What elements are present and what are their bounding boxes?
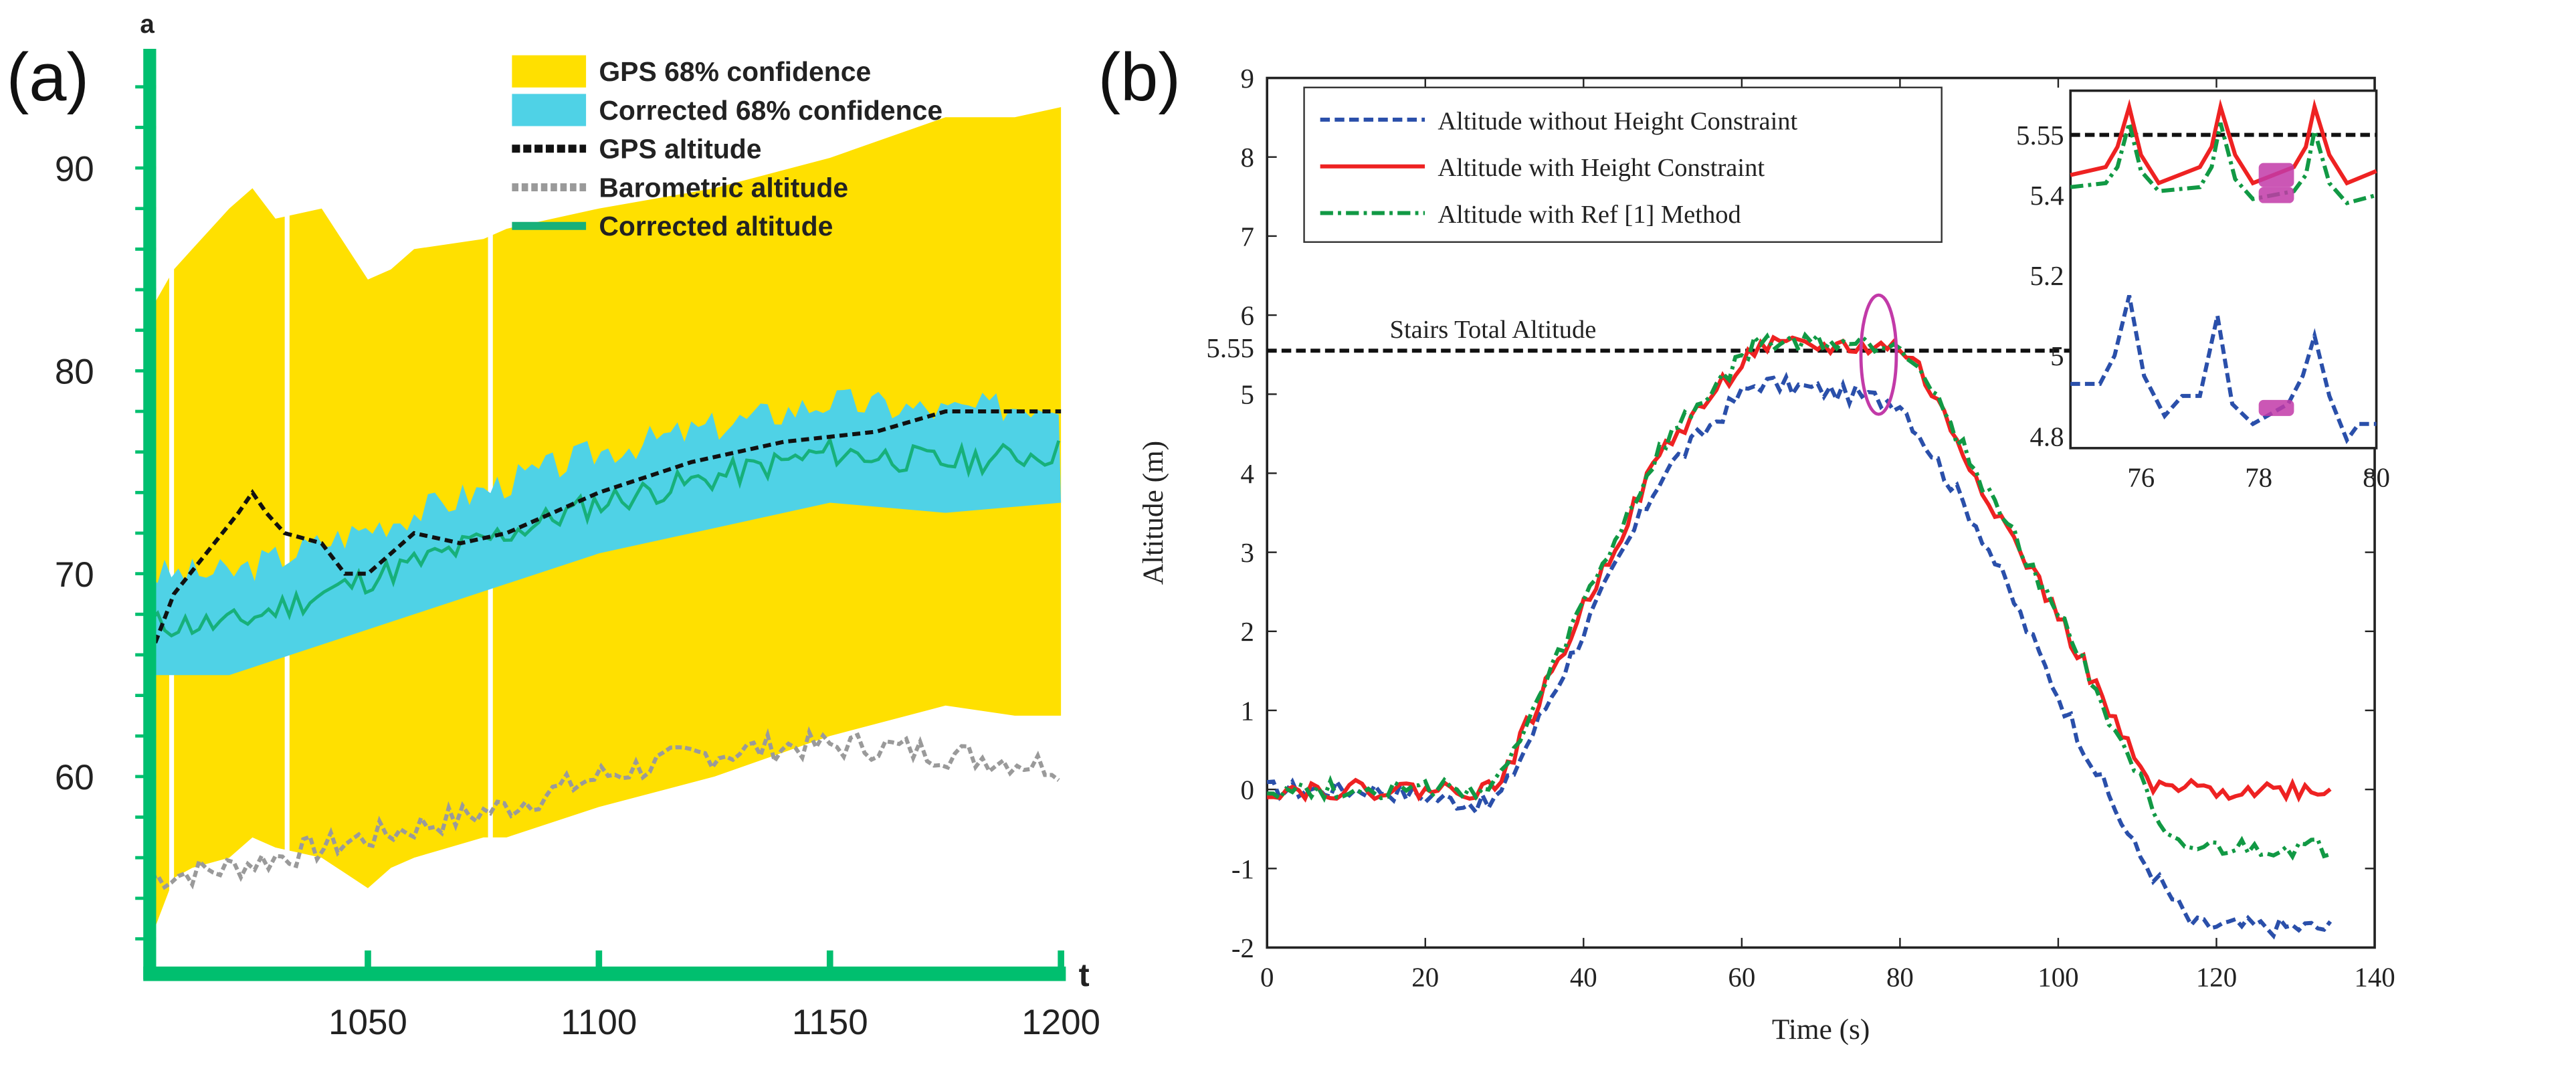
y-tick-label: -2 <box>1231 933 1254 963</box>
legend-label: GPS altitude <box>599 134 761 165</box>
inset-highlight <box>2258 163 2294 187</box>
y-tick-label: 90 <box>55 149 94 189</box>
y-tick-label: 4 <box>1241 459 1254 489</box>
data-gap <box>284 97 290 934</box>
inset-x-tick-label: 80 <box>2363 463 2390 493</box>
legend-label: Corrected 68% confidence <box>599 95 943 126</box>
inset-y-tick-label: 5.2 <box>2029 261 2064 291</box>
x-tick-label: 20 <box>1411 962 1439 992</box>
y-tick-label: 0 <box>1241 775 1254 805</box>
x-axis-label: t <box>1079 957 1090 993</box>
inset-y-tick-label: 5.4 <box>2029 181 2064 211</box>
legend: Altitude without Height Constraint Altitu… <box>1303 86 1943 243</box>
x-tick-label: 140 <box>2354 962 2395 992</box>
corrected-confidence-band <box>151 389 1062 676</box>
y-tick-label: 5 <box>1241 380 1254 410</box>
x-tick-label: 80 <box>1886 962 1914 992</box>
x-tick-label: 0 <box>1260 962 1274 992</box>
inset-y-tick-label: 4.8 <box>2029 421 2064 452</box>
panel-label: (a) <box>7 39 90 115</box>
x-tick-label: 1200 <box>1021 1003 1100 1042</box>
inset-x-tick-label: 78 <box>2245 463 2272 493</box>
x-tick <box>1058 950 1064 970</box>
x-tick-label: 100 <box>2038 962 2078 992</box>
legend-label: Altitude without Height Constraint <box>1438 107 1797 135</box>
gps-altitude-line <box>148 409 1062 656</box>
inset-series-line-1 <box>2070 122 2377 205</box>
y-axis <box>143 48 157 980</box>
y-tick-label: 80 <box>55 353 94 392</box>
y-tick-label: 3 <box>1241 538 1254 568</box>
barometric-altitude-line <box>150 726 1060 890</box>
inset-highlight <box>2258 399 2294 416</box>
inset-x-tick-label: 76 <box>2127 463 2155 493</box>
y-tick-label-reference: 5.55 <box>1206 333 1254 363</box>
y-tick-label: 8 <box>1241 142 1254 173</box>
legend-swatch <box>512 94 587 126</box>
legend-label: Corrected altitude <box>599 211 833 241</box>
corrected-altitude-line <box>149 435 1061 638</box>
x-tick-label: 120 <box>2196 962 2237 992</box>
x-tick <box>826 950 833 970</box>
x-tick <box>365 950 371 970</box>
x-axis-label: Time (s) <box>1772 1013 1870 1046</box>
panel-a: (a) a t 60 70 80 90 1050 1100 1150 1200 GPS 68% con… <box>7 10 1100 1042</box>
x-tick-label: 1150 <box>792 1003 868 1042</box>
inset-series-line-0 <box>2070 98 2377 186</box>
x-tick-label: 60 <box>1728 962 1755 992</box>
x-tick-label: 1050 <box>328 1003 407 1042</box>
legend-label: Altitude with Height Constraint <box>1438 154 1765 182</box>
y-tick-label: 6 <box>1241 301 1254 331</box>
y-tick-label: 2 <box>1241 617 1254 647</box>
legend-swatch <box>512 55 587 88</box>
data-gap <box>169 97 175 934</box>
inset-y-tick-label: 5.55 <box>2016 120 2064 151</box>
inset-series-line-2 <box>2070 295 2377 445</box>
inset-plot-area <box>2069 89 2378 450</box>
series-line-2 <box>1267 331 2331 861</box>
reference-line-label: Stairs Total Altitude <box>1390 316 1597 344</box>
y-tick-label: 60 <box>55 758 94 797</box>
y-axis-label: Altitude (m) <box>1137 441 1169 585</box>
inset-y-tick-label: 5 <box>2050 341 2064 371</box>
y-tick-label: 70 <box>55 555 94 595</box>
x-tick-label: 1100 <box>561 1003 637 1042</box>
x-tick-label: 40 <box>1570 962 1597 992</box>
legend: GPS 68% confidence Corrected 68% confiden… <box>512 55 943 241</box>
inset-highlight <box>2258 187 2294 203</box>
x-axis <box>143 966 1066 981</box>
inset-chart: 4.8 5 5.2 5.4 5.55 76 78 80 <box>2016 89 2390 493</box>
legend-label: Barometric altitude <box>599 172 848 203</box>
legend-label: Altitude with Ref [1] Method <box>1438 201 1741 229</box>
panel-label: (b) <box>1098 39 1181 115</box>
x-tick <box>595 950 603 970</box>
highlight-ellipse <box>1859 293 1898 416</box>
legend-label: GPS 68% confidence <box>599 56 871 87</box>
y-tick-label: 7 <box>1241 221 1254 252</box>
y-tick-label: -1 <box>1231 854 1254 884</box>
series-line-0 <box>1266 371 2333 940</box>
y-tick-label: 1 <box>1241 696 1254 726</box>
y-tick-label: 9 <box>1241 64 1254 94</box>
y-axis-label: a <box>140 10 155 39</box>
